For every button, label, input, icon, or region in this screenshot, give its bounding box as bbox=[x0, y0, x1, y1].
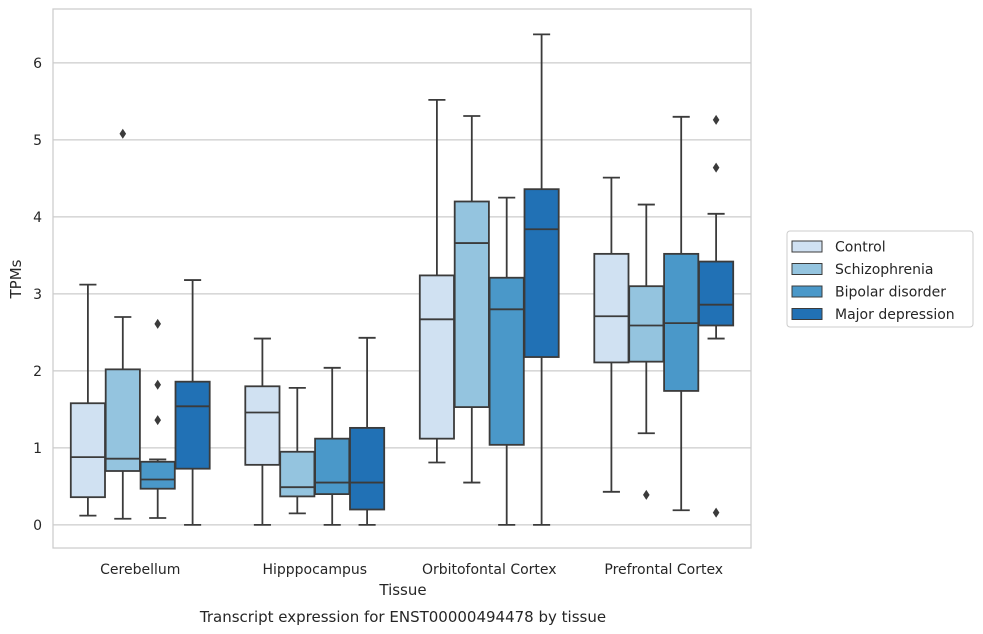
box bbox=[523, 188, 560, 358]
x-tick-label: Hipppocampus bbox=[262, 562, 367, 578]
y-tick-label: 0 bbox=[33, 518, 42, 534]
y-tick-label: 1 bbox=[33, 441, 42, 457]
x-axis-ticks: Cerebellum Hipppocampus Orbitofontal Corte… bbox=[100, 562, 723, 578]
gridlines bbox=[53, 62, 751, 526]
box-group bbox=[349, 336, 386, 526]
box-group bbox=[139, 318, 176, 519]
box bbox=[139, 460, 176, 490]
box bbox=[314, 437, 351, 496]
y-tick-label: 6 bbox=[33, 56, 42, 72]
outlier-point bbox=[643, 489, 650, 500]
legend-swatch bbox=[791, 285, 823, 298]
box-group bbox=[593, 176, 630, 493]
box-group bbox=[314, 366, 351, 526]
y-axis-ticks: 0 1 2 3 4 5 6 bbox=[33, 56, 42, 534]
box bbox=[488, 276, 525, 446]
x-tick-label: Cerebellum bbox=[100, 562, 180, 578]
plot-background bbox=[53, 9, 751, 548]
box-group bbox=[279, 386, 316, 515]
box bbox=[349, 426, 386, 511]
box bbox=[244, 385, 281, 466]
box bbox=[628, 285, 665, 363]
x-tick-label: Prefrontal Cortex bbox=[604, 562, 723, 578]
box-group bbox=[663, 115, 700, 512]
box bbox=[174, 380, 211, 470]
legend-swatch bbox=[791, 308, 823, 320]
box-group bbox=[104, 128, 141, 520]
outlier-point bbox=[712, 507, 720, 518]
x-axis-label: Tissue bbox=[378, 581, 426, 599]
outlier-point bbox=[154, 415, 161, 426]
outlier-point bbox=[712, 162, 720, 173]
y-axis-label: TPMs bbox=[7, 259, 25, 299]
box bbox=[279, 450, 316, 498]
legend-label: Major depression bbox=[835, 307, 955, 323]
legend: Control Schizophrenia Bipolar disorder Majo… bbox=[786, 230, 974, 328]
legend-label: Bipolar disorder bbox=[835, 285, 946, 301]
x-tick-label: Orbitofontal Cortex bbox=[422, 562, 557, 578]
legend-label: Schizophrenia bbox=[835, 262, 933, 278]
y-tick-label: 2 bbox=[33, 364, 42, 380]
plot-frame bbox=[52, 8, 752, 549]
legend-frame bbox=[786, 230, 974, 328]
box-group bbox=[418, 98, 455, 464]
box bbox=[104, 368, 141, 472]
box-group bbox=[698, 114, 735, 518]
y-tick-label: 4 bbox=[33, 210, 42, 226]
boxes-layer bbox=[69, 33, 735, 526]
box bbox=[593, 252, 630, 364]
outlier-point bbox=[119, 128, 127, 139]
outlier-point bbox=[154, 318, 161, 329]
legend-swatch bbox=[791, 240, 823, 253]
legend-label: Control bbox=[835, 240, 886, 256]
box-group bbox=[628, 203, 665, 500]
box-group bbox=[244, 337, 281, 526]
box bbox=[418, 274, 455, 440]
legend-swatch bbox=[791, 263, 823, 275]
y-tick-label: 5 bbox=[33, 133, 42, 149]
box bbox=[698, 260, 735, 327]
box-group bbox=[523, 33, 560, 526]
outlier-point bbox=[712, 114, 720, 125]
chart-caption: Transcript expression for ENST0000049447… bbox=[199, 608, 606, 626]
box-group bbox=[488, 196, 525, 526]
y-tick-label: 3 bbox=[33, 287, 42, 303]
box-group bbox=[174, 279, 211, 526]
box-group bbox=[453, 115, 490, 484]
outlier-point bbox=[154, 379, 161, 390]
box bbox=[69, 402, 106, 499]
box bbox=[453, 200, 490, 408]
